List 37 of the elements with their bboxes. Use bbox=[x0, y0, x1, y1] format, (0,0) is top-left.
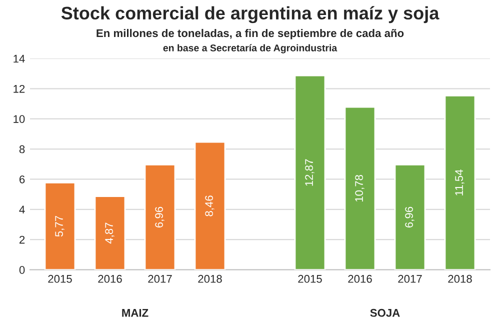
bar bbox=[344, 106, 376, 270]
y-tick-label: 12 bbox=[14, 84, 25, 93]
y-tick-label: 14 bbox=[14, 54, 25, 63]
bar bbox=[144, 164, 176, 270]
data-label: 4,87 bbox=[105, 222, 114, 244]
x-tick-label: 2015 bbox=[298, 274, 322, 283]
y-tick-label: 6 bbox=[20, 175, 25, 184]
data-label: 10,78 bbox=[355, 175, 364, 202]
bar bbox=[194, 141, 226, 270]
bar bbox=[94, 196, 126, 270]
data-label: 6,96 bbox=[155, 206, 164, 228]
bar bbox=[444, 94, 476, 270]
x-tick-label: 2017 bbox=[398, 274, 422, 283]
y-tick-label: 0 bbox=[19, 266, 25, 274]
x-tick-label: 2016 bbox=[348, 274, 372, 283]
chart-subtitle: En millones de toneladas, a fin de septiembre de cada año bbox=[96, 28, 404, 40]
x-tick-label: 2018 bbox=[448, 274, 472, 283]
bar bbox=[394, 164, 426, 270]
y-tick-label: 10 bbox=[14, 115, 25, 123]
bar bbox=[294, 74, 326, 270]
x-tick-label: 2016 bbox=[98, 274, 122, 283]
x-tick-label: 2017 bbox=[148, 274, 172, 283]
text: SOJA bbox=[370, 308, 400, 317]
data-label: 11,54 bbox=[455, 170, 464, 196]
data-label: 8,46 bbox=[205, 196, 214, 216]
y-tick-label: 4 bbox=[19, 206, 25, 214]
y-tick-label: 8 bbox=[19, 145, 25, 154]
x-tick-label: 2018 bbox=[198, 274, 222, 283]
data-label: 12,87 bbox=[305, 159, 314, 186]
x-tick-label: 2015 bbox=[48, 274, 72, 283]
y-tick-label: 2 bbox=[20, 236, 25, 244]
text: MAIZ bbox=[122, 309, 148, 317]
data-label: 6,96 bbox=[405, 206, 414, 228]
bar bbox=[44, 182, 76, 270]
data-label: 5,77 bbox=[55, 216, 64, 237]
chart-title: Stock comercial de argentina en maíz y soja bbox=[61, 6, 440, 24]
text: en base a Secretaría de Agroindustria bbox=[163, 44, 338, 54]
